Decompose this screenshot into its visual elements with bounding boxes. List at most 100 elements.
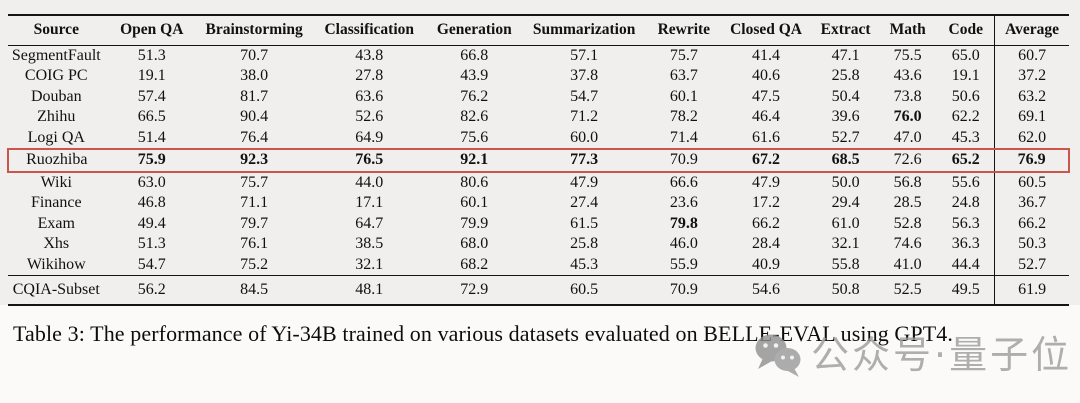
table-cell: 56.3: [951, 214, 980, 232]
table-cell: 63.2: [994, 86, 1069, 107]
column-header-open-qa: Open QA: [104, 15, 199, 46]
table-row-logi-qa: Logi QA 51.4 76.4 64.9 75.6 60.0 71.4 61.6 52.7 4…: [8, 127, 1069, 149]
table-cell: 51.4: [137, 128, 166, 146]
table-cell: 66.2: [994, 213, 1069, 234]
column-header-brainstorming: Brainstorming: [198, 15, 310, 46]
table-cell: 57.1: [570, 46, 599, 64]
table-cell: 76.4: [240, 128, 269, 146]
row-label: SegmentFault: [11, 46, 101, 64]
table-cell: 76.1: [240, 235, 269, 252]
table-cell: 54.7: [570, 87, 599, 105]
table-row-ruozhiba: Ruozhiba 75.9 92.3 76.5 92.1 77.3 70.9 67.2 68.5…: [7, 148, 1071, 173]
column-header-extract: Extract: [813, 15, 878, 46]
table-cell: 38.5: [355, 235, 384, 252]
table-cell: 41.4: [752, 46, 781, 64]
table-cell: 47.5: [752, 87, 781, 105]
table-cell: 52.7: [831, 128, 860, 146]
table-cell: 32.1: [831, 235, 860, 252]
table-cell: 67.2: [718, 148, 814, 173]
table-cell: 27.4: [570, 194, 599, 211]
table-cell: 90.4: [240, 108, 269, 125]
row-label: Logi QA: [27, 128, 85, 146]
table-cell: 65.0: [951, 46, 980, 64]
table-body: SegmentFault 51.3 70.7 43.8 66.8 57.1 75.7 41.4…: [7, 45, 1071, 305]
table-cell: 60.5: [994, 171, 1069, 193]
table-cell: 60.7: [994, 45, 1069, 66]
table-cell: 54.6: [718, 275, 814, 305]
table-cell: 66.2: [752, 214, 781, 232]
table-cell: 49.4: [137, 214, 166, 232]
table-cell: 63.7: [669, 67, 698, 84]
row-label: Ruozhiba: [7, 148, 105, 173]
table-cell: 41.0: [893, 255, 922, 273]
watermark: 公众号·量子位: [753, 332, 1072, 378]
table-cell: 43.9: [460, 67, 489, 84]
table-cell: 28.4: [752, 235, 781, 252]
table-cell: 75.7: [240, 173, 269, 191]
table-cell: 43.8: [355, 46, 384, 64]
table-row-finance: Finance 46.8 71.1 17.1 60.1 27.4 23.6 17.2 29.4 2…: [8, 193, 1069, 214]
table-cell: 17.2: [752, 194, 781, 211]
table-cell: 75.5: [893, 46, 922, 64]
table-cell: 75.2: [240, 255, 269, 273]
table-cell: 75.7: [669, 46, 698, 64]
table-cell: 52.5: [877, 275, 938, 305]
table-cell: 72.6: [877, 148, 938, 173]
table-cell: 68.0: [460, 235, 489, 252]
table-cell: 54.7: [137, 255, 166, 273]
table-cell: 63.6: [355, 87, 384, 105]
table-cell: 66.6: [669, 173, 698, 191]
table-cell: 73.8: [893, 87, 922, 105]
table-row-douban: Douban 57.4 81.7 63.6 76.2 54.7 60.1 47.5 50.4 73…: [8, 86, 1069, 107]
column-header-math: Math: [877, 15, 938, 46]
table-cell: 57.4: [137, 87, 166, 105]
table-cell: 32.1: [355, 255, 384, 273]
table-cell: 71.4: [669, 128, 698, 146]
table-row-segmentfault: SegmentFault 51.3 70.7 43.8 66.8 57.1 75.7 41.4…: [8, 45, 1069, 66]
table-caption: Table 3: The performance of Yi-34B train…: [13, 321, 953, 346]
row-label: Douban: [30, 87, 82, 105]
row-label: Wikihow: [26, 255, 86, 273]
table-cell: 52.7: [994, 254, 1069, 276]
table-cell: 50.6: [951, 87, 980, 105]
table-cell: 68.5: [813, 148, 878, 173]
table-cell: 43.6: [893, 67, 922, 84]
table-cell: 29.4: [831, 194, 860, 211]
table-cell: 70.7: [240, 46, 269, 64]
table-cell: 49.5: [937, 275, 995, 305]
table-cell: 28.5: [893, 194, 922, 211]
table-cell: 68.2: [460, 255, 489, 273]
table-cell: 44.4: [951, 255, 980, 273]
table-cell: 52.8: [893, 214, 922, 232]
table-cell: 19.1: [951, 67, 980, 84]
table-cell: 50.4: [831, 87, 860, 105]
table-cell: 60.0: [570, 128, 599, 146]
table-cell: 71.1: [240, 194, 269, 211]
watermark-text: 公众号·量子位: [811, 333, 1073, 377]
table-row-zhihu: Zhihu 66.5 90.4 52.6 82.6 71.2 78.2 46.4 39.6 76.…: [8, 107, 1069, 128]
table-cell: 62.0: [994, 127, 1069, 149]
column-header-rewrite: Rewrite: [648, 15, 719, 46]
table-cell: 45.3: [570, 255, 599, 273]
table-cell: 81.7: [240, 87, 269, 105]
row-label: Exam: [37, 214, 75, 232]
row-label: COIG PC: [24, 67, 88, 84]
table-cell: 19.1: [137, 67, 166, 84]
table-cell: 37.8: [570, 67, 599, 84]
table-cell: 44.0: [355, 173, 384, 191]
table-cell: 63.0: [137, 173, 166, 191]
table-cell: 72.9: [429, 275, 520, 305]
table-cell: 45.3: [951, 128, 980, 146]
table-cell: 47.1: [831, 46, 860, 64]
table-cell: 52.6: [355, 108, 384, 125]
table-cell: 76.5: [309, 148, 430, 173]
table-cell: 56.8: [893, 173, 922, 191]
table-cell: 61.6: [752, 128, 781, 146]
table-cell: 61.9: [994, 275, 1069, 305]
column-header-closed-qa: Closed QA: [718, 15, 814, 46]
table-cell: 60.5: [519, 275, 649, 305]
row-label: Zhihu: [37, 108, 76, 125]
table-cell: 51.3: [137, 235, 166, 252]
table-cell: 46.4: [752, 108, 781, 125]
